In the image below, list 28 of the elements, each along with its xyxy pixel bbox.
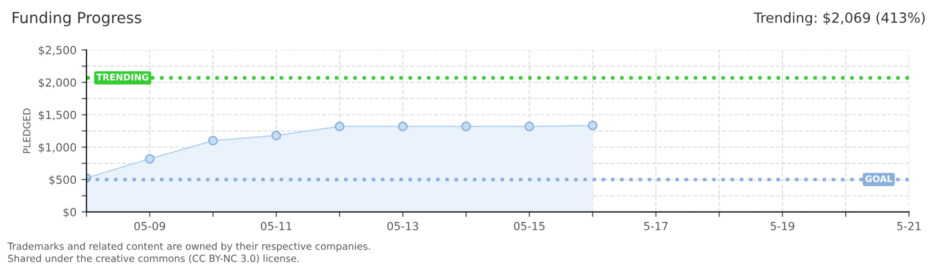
point (144, 154, 155, 164)
x-tick-label: 05-09 (134, 222, 166, 230)
point (398, 122, 408, 132)
y-tick-label: $1,500 (38, 110, 76, 121)
y-tick-label: $2,000 (38, 78, 76, 88)
x-tick-label: 5-21 (897, 222, 921, 230)
y-axis-title: PLEDGED (23, 108, 30, 154)
x-tick-label: 5-17 (644, 222, 668, 230)
chart-subtitle: Trending: $2,069 (413%) (754, 12, 925, 26)
point (524, 122, 534, 132)
point (271, 130, 282, 140)
y-tick-label: $1,000 (38, 142, 76, 154)
point (588, 120, 598, 130)
text: Trademarks and related content are owned by their respective companies. (7, 242, 370, 252)
text: Shared under the creative commons (CC BY-NC 3.0) license. (8, 254, 299, 264)
ref-line-label: TRENDING (96, 74, 148, 80)
y-tick-label: $500 (49, 175, 76, 186)
x-tick-label: 5-19 (770, 222, 794, 230)
point (208, 136, 218, 146)
point (334, 122, 344, 132)
y-tick-label: $0 (64, 208, 76, 218)
x-tick-label: 05-15 (514, 222, 545, 230)
y-tick-label: $2,500 (38, 46, 76, 56)
x-tick-label: 05-11 (260, 222, 292, 230)
point (461, 122, 471, 132)
chart-title: Funding Progress (12, 12, 142, 26)
ref-line-label: GOAL (865, 175, 892, 182)
x-tick-label: 05-13 (387, 222, 418, 230)
